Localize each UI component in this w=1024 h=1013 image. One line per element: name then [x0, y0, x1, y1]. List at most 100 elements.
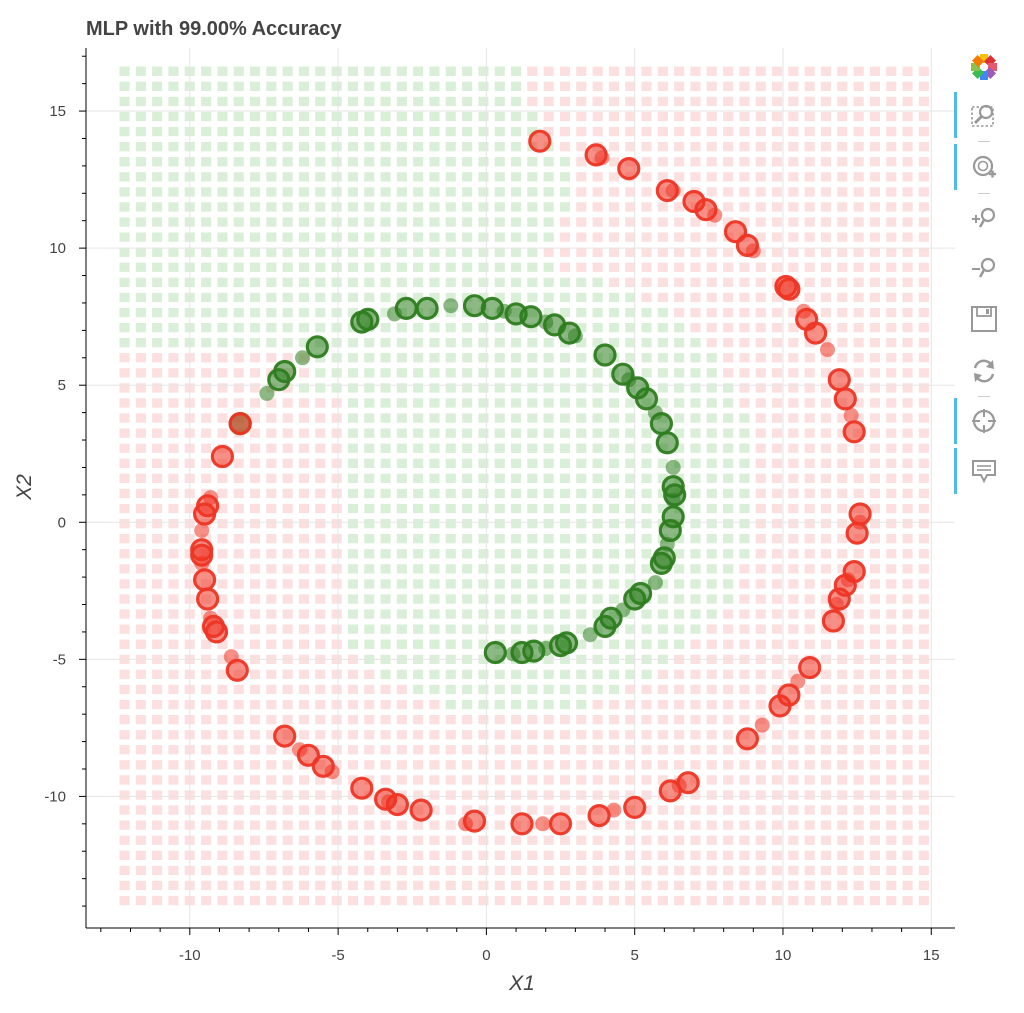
- red-point[interactable]: [777, 277, 801, 301]
- red-point[interactable]: [845, 521, 869, 545]
- green-point[interactable]: [647, 575, 663, 591]
- green-point[interactable]: [649, 412, 674, 436]
- red-point[interactable]: [292, 742, 307, 758]
- region-cell: [804, 699, 815, 710]
- red-point[interactable]: [350, 776, 374, 800]
- region-cell: [152, 519, 163, 529]
- red-point[interactable]: [548, 812, 573, 836]
- green-point[interactable]: [443, 298, 459, 314]
- save-tool[interactable]: [958, 296, 1010, 342]
- box-zoom-tool[interactable]: [954, 92, 1010, 138]
- green-point[interactable]: [593, 614, 617, 639]
- crosshair-tool[interactable]: [954, 398, 1010, 444]
- red-point[interactable]: [828, 597, 844, 612]
- region-cell: [152, 443, 163, 453]
- red-point[interactable]: [833, 387, 857, 411]
- red-point[interactable]: [707, 207, 723, 223]
- red-point[interactable]: [617, 157, 641, 181]
- red-point[interactable]: [594, 150, 610, 166]
- red-point[interactable]: [735, 727, 760, 751]
- green-point[interactable]: [394, 296, 418, 320]
- region-cell: [608, 503, 619, 514]
- green-point[interactable]: [273, 359, 297, 384]
- green-point[interactable]: [623, 587, 647, 611]
- bokeh-logo-icon[interactable]: [958, 44, 1010, 90]
- region-cell: [886, 820, 897, 830]
- region-cell: [755, 96, 766, 107]
- red-point[interactable]: [190, 538, 214, 562]
- region-cell: [445, 81, 456, 91]
- red-point[interactable]: [798, 655, 822, 680]
- red-point[interactable]: [535, 816, 551, 832]
- red-point[interactable]: [458, 816, 474, 832]
- region-cell: [152, 247, 163, 257]
- red-point[interactable]: [665, 183, 681, 199]
- red-point[interactable]: [193, 568, 217, 592]
- red-point[interactable]: [196, 587, 220, 611]
- region-cell: [527, 187, 538, 197]
- red-point[interactable]: [821, 609, 846, 633]
- green-point[interactable]: [593, 343, 617, 367]
- green-point[interactable]: [505, 646, 521, 662]
- wheel-zoom-tool[interactable]: [954, 144, 1010, 190]
- zoom-in-tool[interactable]: [958, 196, 1010, 242]
- red-point[interactable]: [374, 787, 398, 811]
- red-point[interactable]: [827, 368, 851, 392]
- green-point[interactable]: [665, 459, 681, 475]
- red-point[interactable]: [409, 798, 433, 822]
- region-cell: [837, 684, 848, 695]
- green-point[interactable]: [567, 328, 583, 344]
- red-point[interactable]: [843, 407, 859, 423]
- green-point[interactable]: [519, 305, 543, 329]
- red-point[interactable]: [623, 795, 647, 820]
- green-point[interactable]: [415, 296, 439, 320]
- green-point[interactable]: [548, 633, 573, 658]
- region-cell: [706, 639, 717, 649]
- hover-tool[interactable]: [954, 448, 1010, 494]
- region-cell: [657, 202, 668, 212]
- red-point[interactable]: [768, 694, 792, 718]
- red-point[interactable]: [745, 243, 761, 259]
- green-point[interactable]: [305, 335, 329, 359]
- region-cell: [250, 126, 261, 137]
- green-point[interactable]: [356, 307, 380, 331]
- region-cell: [690, 745, 701, 755]
- red-point[interactable]: [203, 610, 219, 626]
- region-cell: [152, 142, 163, 152]
- red-point[interactable]: [803, 321, 828, 345]
- red-point[interactable]: [228, 412, 252, 436]
- region-cell: [918, 564, 929, 574]
- reset-tool[interactable]: [958, 348, 1010, 394]
- red-point[interactable]: [223, 649, 239, 665]
- red-point[interactable]: [842, 420, 866, 444]
- region-cell: [820, 594, 831, 604]
- region-cell: [804, 398, 815, 408]
- green-point[interactable]: [295, 350, 310, 366]
- region-cell: [380, 820, 391, 830]
- green-point[interactable]: [582, 627, 598, 643]
- red-point[interactable]: [203, 490, 219, 506]
- red-point[interactable]: [210, 444, 234, 469]
- red-point[interactable]: [587, 803, 611, 828]
- red-point[interactable]: [820, 342, 835, 358]
- region-cell: [445, 850, 456, 860]
- red-point[interactable]: [754, 717, 770, 733]
- green-point[interactable]: [665, 492, 681, 508]
- region-cell: [478, 217, 489, 227]
- region-cell: [413, 458, 424, 468]
- region-cell: [657, 684, 668, 695]
- red-point[interactable]: [510, 812, 534, 836]
- zoom-out-tool[interactable]: [958, 246, 1010, 292]
- green-point[interactable]: [649, 551, 674, 576]
- red-point[interactable]: [658, 779, 682, 803]
- red-point[interactable]: [528, 129, 552, 153]
- region-cell: [592, 594, 603, 604]
- red-point[interactable]: [273, 724, 297, 748]
- green-point[interactable]: [655, 431, 679, 455]
- green-point[interactable]: [634, 387, 659, 411]
- green-point[interactable]: [259, 385, 275, 401]
- region-cell: [380, 624, 391, 634]
- region-cell: [869, 730, 880, 740]
- red-point[interactable]: [194, 523, 210, 538]
- green-point[interactable]: [483, 640, 507, 665]
